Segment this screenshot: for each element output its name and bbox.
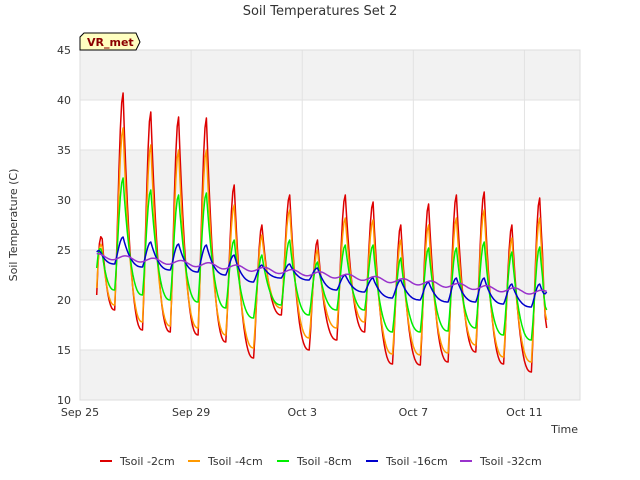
badge-box xyxy=(79,32,141,51)
legend-label: Tsoil -4cm xyxy=(207,455,263,468)
plot-border xyxy=(79,49,581,401)
series-line xyxy=(96,236,548,308)
x-tick-label: Sep 29 xyxy=(172,406,210,419)
x-axis: Sep 25 Sep 29 Oct 3 Oct 7 Oct 11 xyxy=(61,406,543,419)
x-tick-label: Sep 25 xyxy=(61,406,99,419)
badge-text: VR_met xyxy=(87,36,134,49)
x-tick-label: Oct 3 xyxy=(287,406,317,419)
legend-label: Tsoil -8cm xyxy=(296,455,352,468)
y-tick-label: 30 xyxy=(57,194,71,207)
legend-label: Tsoil -2cm xyxy=(119,455,175,468)
band xyxy=(80,50,580,100)
y-axis: 10 15 20 25 30 35 40 45 xyxy=(57,44,71,407)
plot-background-bands xyxy=(80,50,580,400)
badge: VR_met xyxy=(79,32,141,51)
band xyxy=(80,200,580,250)
band xyxy=(80,100,580,150)
x-tick-label: Oct 7 xyxy=(399,406,429,419)
y-tick-label: 20 xyxy=(57,294,71,307)
y-tick-label: 40 xyxy=(57,94,71,107)
band xyxy=(80,250,580,300)
y-tick-label: 35 xyxy=(57,144,71,157)
legend: Tsoil -2cm Tsoil -4cm Tsoil -8cm Tsoil -16c… xyxy=(100,455,542,468)
y-axis-label: Soil Temperature (C) xyxy=(7,169,20,282)
series-line xyxy=(95,177,548,341)
series-line xyxy=(96,252,547,295)
x-tick-label: Oct 11 xyxy=(506,406,543,419)
legend-label: Tsoil -32cm xyxy=(479,455,542,468)
y-tick-label: 25 xyxy=(57,244,71,257)
chart-title: Soil Temperatures Set 2 xyxy=(243,4,398,19)
x-axis-label: Time xyxy=(550,423,578,436)
legend-label: Tsoil -16cm xyxy=(385,455,448,468)
y-tick-label: 10 xyxy=(57,394,71,407)
y-tick-label: 45 xyxy=(57,44,71,57)
series-lines xyxy=(95,92,548,373)
band xyxy=(80,350,580,400)
y-tick-label: 15 xyxy=(57,344,71,357)
band xyxy=(80,150,580,200)
